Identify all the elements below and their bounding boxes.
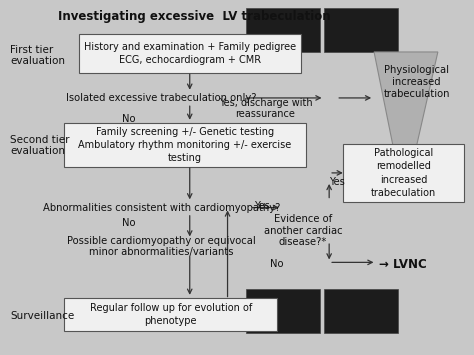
Text: History and examination + Family pedigree
ECG, echocardiogram + CMR: History and examination + Family pedigre…: [84, 42, 296, 65]
Text: First tier
evaluation: First tier evaluation: [10, 45, 65, 66]
FancyBboxPatch shape: [343, 144, 464, 202]
FancyBboxPatch shape: [64, 298, 277, 331]
FancyBboxPatch shape: [64, 123, 306, 167]
FancyBboxPatch shape: [79, 34, 301, 73]
Text: Evidence of
another cardiac
disease?*: Evidence of another cardiac disease?*: [264, 214, 343, 247]
FancyBboxPatch shape: [324, 289, 398, 333]
Text: Pathological
remodelled
increased
trabeculation: Pathological remodelled increased trabec…: [371, 148, 436, 198]
Text: Yes: Yes: [254, 202, 269, 212]
FancyBboxPatch shape: [246, 289, 319, 333]
Text: Yes, discharge with
reassurance: Yes, discharge with reassurance: [219, 98, 312, 119]
Text: Yes: Yes: [329, 177, 345, 187]
Text: Isolated excessive trabeculation only?: Isolated excessive trabeculation only?: [66, 93, 256, 103]
Text: No: No: [121, 218, 135, 229]
FancyBboxPatch shape: [324, 8, 398, 52]
FancyBboxPatch shape: [246, 8, 319, 52]
Text: → LVNC: → LVNC: [379, 258, 427, 271]
Text: No: No: [121, 114, 135, 124]
Text: Possible cardiomyopathy or equivocal
minor abnormalities/variants: Possible cardiomyopathy or equivocal min…: [67, 236, 256, 257]
Text: Surveillance: Surveillance: [10, 311, 74, 321]
Text: Second tier
evaluation: Second tier evaluation: [10, 135, 70, 157]
Polygon shape: [374, 52, 438, 146]
Text: Investigating excessive  LV trabeculation: Investigating excessive LV trabeculation: [58, 10, 331, 22]
Text: Family screening +/- Genetic testing
Ambulatory rhythm monitoring +/- exercise
t: Family screening +/- Genetic testing Amb…: [78, 127, 292, 163]
Text: No: No: [271, 259, 284, 269]
Text: Physiological
increased
trabeculation: Physiological increased trabeculation: [383, 65, 450, 99]
Text: Abnormalities consistent with cardiomyopathy?: Abnormalities consistent with cardiomyop…: [43, 203, 280, 213]
Text: Regular follow up for evolution of
phenotype: Regular follow up for evolution of pheno…: [90, 303, 252, 326]
